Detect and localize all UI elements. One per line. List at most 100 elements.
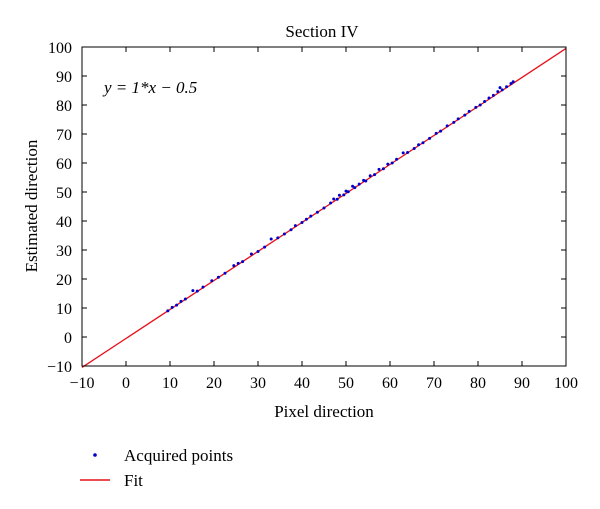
- x-tick-label: 40: [294, 375, 310, 392]
- data-point: [428, 136, 432, 140]
- data-point: [463, 113, 467, 117]
- data-point: [329, 201, 333, 205]
- y-tick-label: 60: [56, 156, 72, 173]
- data-point: [445, 124, 449, 128]
- y-tick-label: 90: [56, 69, 72, 86]
- x-tick-label: 80: [470, 375, 486, 392]
- data-point: [474, 105, 478, 109]
- data-point: [179, 299, 183, 303]
- data-point: [456, 117, 460, 121]
- y-tick-label: 10: [56, 301, 72, 318]
- y-tick-label: 100: [48, 40, 72, 57]
- data-point: [289, 228, 293, 232]
- x-tick-label: 10: [162, 375, 178, 392]
- data-point: [467, 109, 471, 113]
- data-point: [500, 88, 504, 92]
- legend-label-acquired-points: Acquired points: [124, 446, 233, 465]
- data-point: [364, 179, 368, 183]
- data-point: [417, 143, 421, 147]
- data-point: [241, 260, 245, 264]
- data-point: [406, 151, 410, 155]
- data-point: [304, 217, 308, 221]
- y-tick-label: 80: [56, 98, 72, 115]
- data-point: [256, 249, 260, 253]
- x-axis-label: Pixel direction: [274, 402, 374, 421]
- chart-title: Section IV: [285, 22, 359, 41]
- ticks-layer: [81, 46, 567, 367]
- data-point: [381, 167, 385, 171]
- data-point: [322, 206, 326, 210]
- data-point: [368, 174, 372, 178]
- data-point: [421, 141, 425, 145]
- data-point: [412, 147, 416, 150]
- data-point: [386, 162, 390, 166]
- data-point: [342, 193, 346, 197]
- data-point: [293, 224, 297, 228]
- annotation-equation: y = 1*x − 0.5: [102, 78, 197, 97]
- data-point: [351, 184, 355, 188]
- data-point: [210, 279, 214, 283]
- legend: Acquired points Fit: [80, 446, 233, 490]
- x-tick-label: 30: [250, 375, 266, 392]
- data-point: [216, 275, 220, 279]
- y-tick-label: 50: [56, 185, 72, 202]
- data-point: [263, 245, 267, 249]
- data-point: [201, 285, 205, 289]
- data-point: [315, 210, 319, 214]
- data-point: [452, 120, 456, 124]
- data-point: [357, 182, 361, 186]
- data-point: [282, 232, 286, 236]
- data-point: [377, 167, 381, 171]
- data-point: [401, 151, 405, 155]
- data-point: [195, 289, 199, 293]
- data-point: [346, 190, 350, 194]
- data-point: [309, 214, 313, 218]
- data-point: [395, 157, 399, 161]
- x-tick-label: 60: [382, 375, 398, 392]
- data-point: [300, 220, 304, 224]
- data-point: [166, 309, 170, 313]
- x-tick-label: 0: [122, 375, 130, 392]
- data-point: [332, 197, 336, 201]
- data-point: [170, 305, 174, 309]
- x-tick-label: 50: [338, 375, 354, 392]
- data-point: [373, 173, 377, 177]
- data-point: [276, 236, 280, 240]
- y-axis-label: Estimated direction: [22, 139, 41, 272]
- data-point: [483, 100, 487, 104]
- legend-label-fit: Fit: [124, 471, 143, 490]
- x-tick-label: 90: [514, 375, 530, 392]
- data-point: [183, 297, 187, 301]
- y-tick-label: 20: [56, 272, 72, 289]
- data-point: [478, 103, 482, 107]
- points-layer: [166, 80, 515, 313]
- data-point: [509, 82, 513, 86]
- x-tick-labels: −10 0 10 20 30 40 50 60 70 80 90 100: [69, 375, 578, 392]
- data-point: [269, 237, 273, 241]
- x-tick-label: 100: [554, 375, 578, 392]
- data-point: [498, 86, 502, 90]
- plot-area: [81, 46, 567, 368]
- data-point: [353, 186, 357, 190]
- data-point: [491, 93, 495, 97]
- data-point: [335, 197, 339, 201]
- x-tick-label: 70: [426, 375, 442, 392]
- y-tick-label: 0: [64, 330, 72, 347]
- data-point: [439, 129, 443, 133]
- data-point: [337, 193, 341, 197]
- data-point: [390, 161, 394, 165]
- data-point: [175, 303, 179, 307]
- y-tick-label: 70: [56, 127, 72, 144]
- y-tick-label: −10: [47, 359, 72, 376]
- x-tick-label: −10: [69, 375, 94, 392]
- data-point: [434, 131, 438, 135]
- legend-marker-acquired-points: [93, 453, 97, 457]
- y-tick-labels: −10 0 10 20 30 40 50 60 70 80 90 100: [47, 40, 72, 376]
- data-point: [223, 271, 227, 275]
- data-point: [249, 252, 253, 256]
- data-point: [505, 85, 509, 89]
- data-point: [487, 96, 491, 100]
- data-point: [496, 90, 500, 94]
- y-tick-label: 40: [56, 214, 72, 231]
